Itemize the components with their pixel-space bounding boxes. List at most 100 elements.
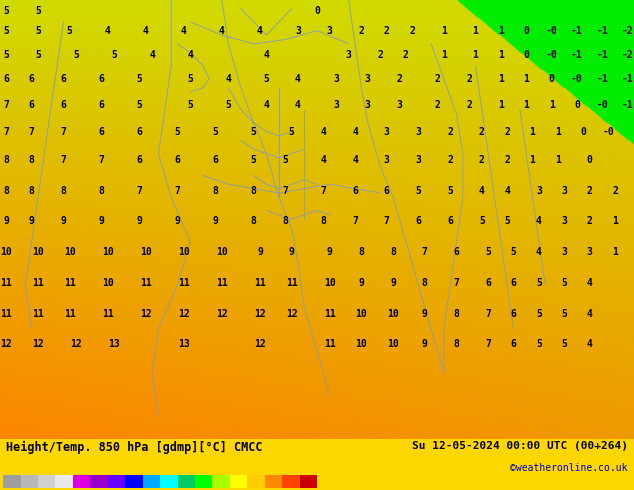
Text: 1: 1	[523, 74, 529, 84]
Text: 7: 7	[352, 217, 358, 226]
Text: 3: 3	[586, 247, 593, 257]
Text: 11: 11	[32, 278, 44, 288]
Text: -0: -0	[546, 25, 557, 36]
Bar	[178, 475, 195, 488]
Text: 2: 2	[612, 186, 618, 196]
Text: 9: 9	[327, 247, 333, 257]
Text: 2: 2	[403, 50, 409, 60]
Text: 6: 6	[510, 339, 517, 349]
Text: 12: 12	[178, 309, 190, 318]
Text: 5: 5	[263, 74, 269, 84]
Text: 11: 11	[324, 309, 335, 318]
Text: 6: 6	[3, 74, 10, 84]
Text: 1: 1	[441, 25, 447, 36]
Text: 10: 10	[102, 278, 113, 288]
Text: 10: 10	[387, 309, 399, 318]
Text: 8: 8	[29, 186, 35, 196]
Text: 3: 3	[396, 100, 403, 110]
Text: 11: 11	[254, 278, 266, 288]
Text: 3: 3	[365, 100, 371, 110]
Text: 0: 0	[523, 50, 529, 60]
Text: 11: 11	[178, 278, 190, 288]
Text: 3: 3	[384, 126, 390, 137]
Text: 5: 5	[250, 126, 257, 137]
Text: 1: 1	[612, 247, 618, 257]
Text: 8: 8	[320, 217, 327, 226]
Text: 5: 5	[536, 309, 542, 318]
Text: 4: 4	[320, 126, 327, 137]
Text: 5: 5	[111, 50, 117, 60]
Text: 2: 2	[409, 25, 415, 36]
Text: 12: 12	[140, 309, 152, 318]
Text: 2: 2	[447, 155, 453, 165]
Text: 5: 5	[504, 217, 510, 226]
Text: 2: 2	[504, 155, 510, 165]
Text: 5: 5	[3, 25, 10, 36]
Text: -0: -0	[603, 126, 614, 137]
Text: 4: 4	[352, 155, 358, 165]
Text: 0: 0	[523, 25, 529, 36]
Text: 4: 4	[143, 25, 149, 36]
Text: 7: 7	[384, 217, 390, 226]
Text: 6: 6	[510, 309, 517, 318]
Text: 6: 6	[384, 186, 390, 196]
Text: 6: 6	[212, 155, 219, 165]
Text: 1: 1	[472, 50, 479, 60]
Text: 9: 9	[422, 339, 428, 349]
Text: 10: 10	[102, 247, 113, 257]
Text: 4: 4	[181, 25, 187, 36]
Text: 5: 5	[35, 50, 41, 60]
Text: 6: 6	[60, 74, 67, 84]
Text: 1: 1	[441, 50, 447, 60]
Text: 9: 9	[288, 247, 295, 257]
Bar	[73, 475, 90, 488]
Text: 3: 3	[536, 186, 542, 196]
Text: 6: 6	[60, 100, 67, 110]
Text: 7: 7	[422, 247, 428, 257]
Text: 6: 6	[415, 217, 422, 226]
Text: 5: 5	[536, 278, 542, 288]
Text: 7: 7	[320, 186, 327, 196]
Text: 0: 0	[580, 126, 586, 137]
Text: -2: -2	[622, 50, 633, 60]
Bar	[247, 475, 265, 488]
Text: 13: 13	[108, 339, 120, 349]
Text: 9: 9	[60, 217, 67, 226]
Text: 3: 3	[384, 155, 390, 165]
Text: 5: 5	[485, 247, 491, 257]
Text: 5: 5	[73, 50, 79, 60]
Text: 2: 2	[384, 25, 390, 36]
Text: 5: 5	[187, 74, 193, 84]
Text: ©weatheronline.co.uk: ©weatheronline.co.uk	[510, 463, 628, 473]
Text: 2: 2	[479, 155, 485, 165]
Text: 5: 5	[561, 309, 567, 318]
Text: 2: 2	[466, 74, 472, 84]
Text: 5: 5	[187, 100, 193, 110]
Text: 12: 12	[1, 339, 12, 349]
Text: 8: 8	[250, 186, 257, 196]
Text: 10: 10	[1, 247, 12, 257]
Text: 1: 1	[498, 50, 504, 60]
Text: 8: 8	[358, 247, 365, 257]
Text: 5: 5	[174, 126, 181, 137]
Text: 5: 5	[225, 100, 231, 110]
Text: 6: 6	[485, 278, 491, 288]
Text: 0: 0	[574, 100, 580, 110]
Text: 9: 9	[29, 217, 35, 226]
Text: -1: -1	[622, 74, 633, 84]
Text: -1: -1	[571, 50, 583, 60]
Bar	[91, 475, 108, 488]
Text: 4: 4	[352, 126, 358, 137]
Text: 6: 6	[98, 100, 105, 110]
Text: 10: 10	[356, 309, 367, 318]
Text: 11: 11	[1, 309, 12, 318]
Bar	[265, 475, 282, 488]
Text: 8: 8	[98, 186, 105, 196]
Text: 5: 5	[3, 6, 10, 16]
Text: 7: 7	[282, 186, 288, 196]
Text: 10: 10	[356, 339, 367, 349]
Text: 9: 9	[257, 247, 263, 257]
Text: 10: 10	[216, 247, 228, 257]
Text: 9: 9	[212, 217, 219, 226]
Text: 12: 12	[32, 339, 44, 349]
